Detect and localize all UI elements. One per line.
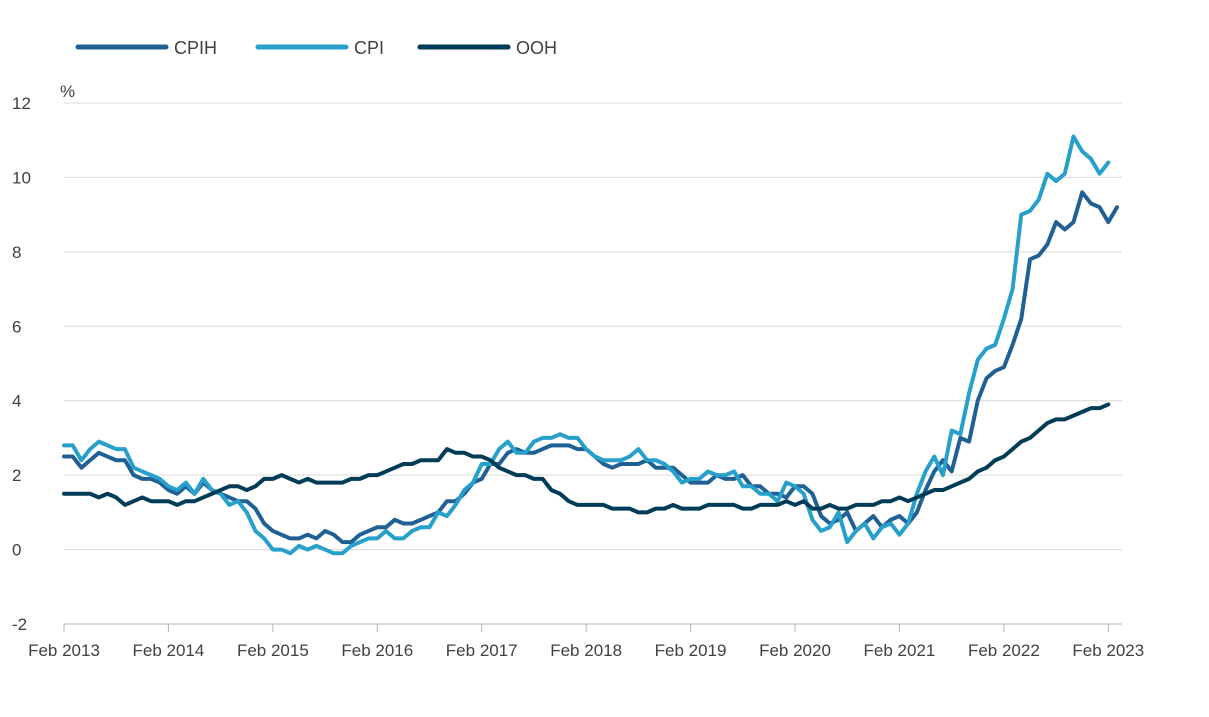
y-tick-label: 8 bbox=[12, 243, 21, 262]
legend-label-cpi: CPI bbox=[354, 38, 384, 58]
gridlines bbox=[64, 102, 1122, 625]
x-tick-label: Feb 2013 bbox=[28, 641, 100, 660]
y-tick-label: -2 bbox=[12, 615, 27, 634]
y-tick-label: 0 bbox=[12, 541, 21, 560]
x-tick-label: Feb 2017 bbox=[446, 641, 518, 660]
x-axis: Feb 2013 Feb 2014 Feb 2015 Feb 2016 Feb 2017… bbox=[28, 623, 1144, 660]
x-tick-label: Feb 2014 bbox=[133, 641, 205, 660]
x-tick-label: Feb 2023 bbox=[1072, 641, 1144, 660]
x-tick-label: Feb 2018 bbox=[550, 641, 622, 660]
y-tick-label: 6 bbox=[12, 317, 21, 336]
series-line-cpi bbox=[62, 134, 1111, 556]
x-tick-label: Feb 2016 bbox=[341, 641, 413, 660]
y-tick-label: 4 bbox=[12, 392, 21, 411]
legend-label-cpih: CPIH bbox=[174, 38, 217, 58]
x-tick-label: Feb 2022 bbox=[968, 641, 1040, 660]
y-tick-label: 10 bbox=[12, 168, 31, 187]
x-tick-label: Feb 2021 bbox=[864, 641, 936, 660]
series-lines bbox=[62, 134, 1119, 556]
y-axis-ticks: -2 0 2 4 6 8 10 12 bbox=[12, 94, 31, 634]
x-tick-label: Feb 2019 bbox=[655, 641, 727, 660]
x-tick-label: Feb 2015 bbox=[237, 641, 309, 660]
y-tick-label: 2 bbox=[12, 466, 21, 485]
y-tick-label: 12 bbox=[12, 94, 31, 113]
y-axis-label: % bbox=[60, 82, 75, 101]
series-line-ooh bbox=[62, 402, 1111, 515]
x-tick-label: Feb 2020 bbox=[759, 641, 831, 660]
legend-label-ooh: OOH bbox=[516, 38, 557, 58]
legend: CPIH CPI OOH bbox=[75, 38, 557, 58]
